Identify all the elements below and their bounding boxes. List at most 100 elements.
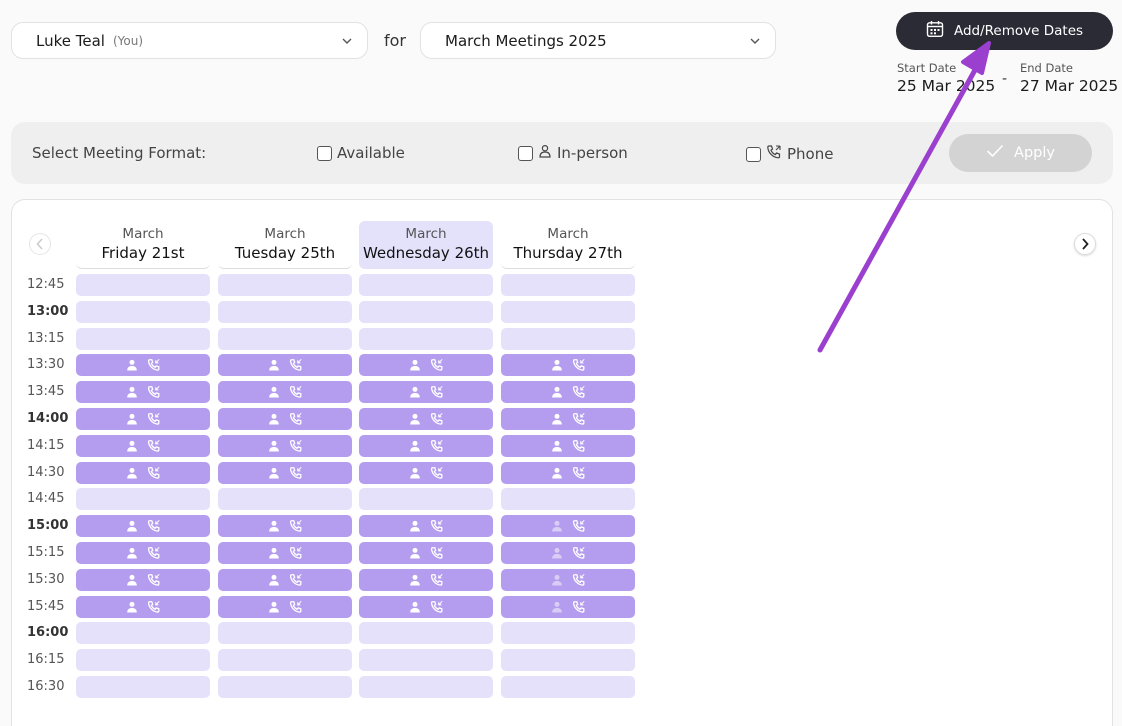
- apply-button[interactable]: Apply: [949, 134, 1092, 172]
- booked-slot[interactable]: [76, 515, 210, 538]
- user-suffix: (You): [112, 33, 143, 48]
- booked-slot[interactable]: [359, 434, 493, 457]
- available-slot[interactable]: [218, 622, 352, 645]
- available-checkbox[interactable]: [317, 145, 332, 161]
- booked-slot[interactable]: [501, 354, 635, 377]
- format-option-available[interactable]: Available: [317, 144, 405, 162]
- booked-slot[interactable]: [76, 595, 210, 618]
- available-slot[interactable]: [218, 274, 352, 296]
- booked-slot[interactable]: [501, 408, 635, 430]
- available-slot[interactable]: [76, 327, 210, 350]
- booked-slot[interactable]: [359, 381, 493, 404]
- booked-slot[interactable]: [218, 381, 352, 404]
- person-icon: [408, 385, 422, 399]
- booked-slot[interactable]: [76, 461, 210, 484]
- available-slot[interactable]: [218, 300, 352, 323]
- available-slot[interactable]: [359, 622, 493, 645]
- meeting-select[interactable]: March Meetings 2025: [420, 22, 776, 59]
- available-slot[interactable]: [359, 300, 493, 323]
- available-slot[interactable]: [218, 676, 352, 698]
- time-label: 15:45: [27, 598, 65, 614]
- booked-slot[interactable]: [218, 434, 352, 457]
- phone-icon: [147, 439, 161, 453]
- time-label: 14:30: [27, 464, 65, 480]
- booked-slot[interactable]: [76, 434, 210, 457]
- available-slot[interactable]: [218, 488, 352, 511]
- day-date: Wednesday 26th: [362, 244, 490, 262]
- available-slot[interactable]: [501, 622, 635, 645]
- booked-slot[interactable]: [501, 595, 635, 618]
- available-slot[interactable]: [76, 676, 210, 698]
- phone-icon: [430, 519, 444, 533]
- available-slot[interactable]: [501, 488, 635, 511]
- day-month: March: [264, 226, 306, 242]
- booked-slot[interactable]: [76, 408, 210, 430]
- person-icon: [408, 466, 422, 480]
- end-date-value: 27 Mar 2025: [1020, 77, 1119, 95]
- booked-slot[interactable]: [218, 595, 352, 618]
- booked-slot[interactable]: [218, 542, 352, 564]
- in-person-checkbox[interactable]: [518, 145, 533, 161]
- booked-slot[interactable]: [76, 568, 210, 591]
- booked-slot[interactable]: [359, 542, 493, 564]
- phone-icon: [147, 573, 161, 587]
- day-header: March Wednesday 26th: [359, 221, 493, 269]
- available-slot[interactable]: [359, 274, 493, 296]
- available-slot[interactable]: [501, 300, 635, 323]
- person-icon: [550, 519, 564, 533]
- booked-slot[interactable]: [218, 515, 352, 538]
- available-slot[interactable]: [359, 676, 493, 698]
- format-option-in-person[interactable]: In-person: [518, 144, 628, 162]
- calendar-icon: [926, 20, 944, 42]
- available-slot[interactable]: [359, 488, 493, 511]
- booked-slot[interactable]: [218, 461, 352, 484]
- booked-slot[interactable]: [501, 515, 635, 538]
- time-label: 14:45: [27, 491, 65, 507]
- user-select[interactable]: Luke Teal (You): [11, 22, 368, 59]
- available-slot[interactable]: [76, 274, 210, 296]
- booked-slot[interactable]: [218, 408, 352, 430]
- available-slot[interactable]: [76, 488, 210, 511]
- available-slot[interactable]: [359, 327, 493, 350]
- available-slot[interactable]: [501, 649, 635, 672]
- phone-icon: [430, 573, 444, 587]
- person-icon: [125, 385, 139, 399]
- booked-slot[interactable]: [76, 542, 210, 564]
- booked-slot[interactable]: [359, 595, 493, 618]
- booked-slot[interactable]: [359, 461, 493, 484]
- format-option-phone[interactable]: Phone: [746, 144, 833, 164]
- booked-slot[interactable]: [501, 568, 635, 591]
- available-slot[interactable]: [501, 676, 635, 698]
- booked-slot[interactable]: [359, 408, 493, 430]
- booked-slot[interactable]: [218, 354, 352, 377]
- phone-icon: [147, 600, 161, 614]
- booked-slot[interactable]: [76, 354, 210, 377]
- booked-slot[interactable]: [501, 461, 635, 484]
- phone-checkbox[interactable]: [746, 146, 761, 162]
- available-slot[interactable]: [218, 649, 352, 672]
- available-slot[interactable]: [501, 274, 635, 296]
- booked-slot[interactable]: [359, 515, 493, 538]
- phone-icon: [572, 385, 586, 399]
- available-slot[interactable]: [76, 622, 210, 645]
- booked-slot[interactable]: [501, 434, 635, 457]
- booked-slot[interactable]: [76, 381, 210, 404]
- booked-slot[interactable]: [501, 381, 635, 404]
- chevron-down-icon: [341, 35, 353, 47]
- booked-slot[interactable]: [501, 542, 635, 564]
- phone-icon: [147, 412, 161, 426]
- booked-slot[interactable]: [218, 568, 352, 591]
- next-page-button[interactable]: [1074, 233, 1096, 255]
- available-slot[interactable]: [501, 327, 635, 350]
- format-bar-title: Select Meeting Format:: [32, 144, 207, 162]
- booked-slot[interactable]: [359, 354, 493, 377]
- add-remove-dates-button[interactable]: Add/Remove Dates: [896, 12, 1113, 50]
- available-slot[interactable]: [76, 300, 210, 323]
- person-icon: [408, 519, 422, 533]
- available-slot[interactable]: [76, 649, 210, 672]
- previous-page-button[interactable]: [29, 233, 51, 255]
- available-slot[interactable]: [218, 327, 352, 350]
- available-slot[interactable]: [359, 649, 493, 672]
- booked-slot[interactable]: [359, 568, 493, 591]
- meeting-name: March Meetings 2025: [445, 31, 607, 50]
